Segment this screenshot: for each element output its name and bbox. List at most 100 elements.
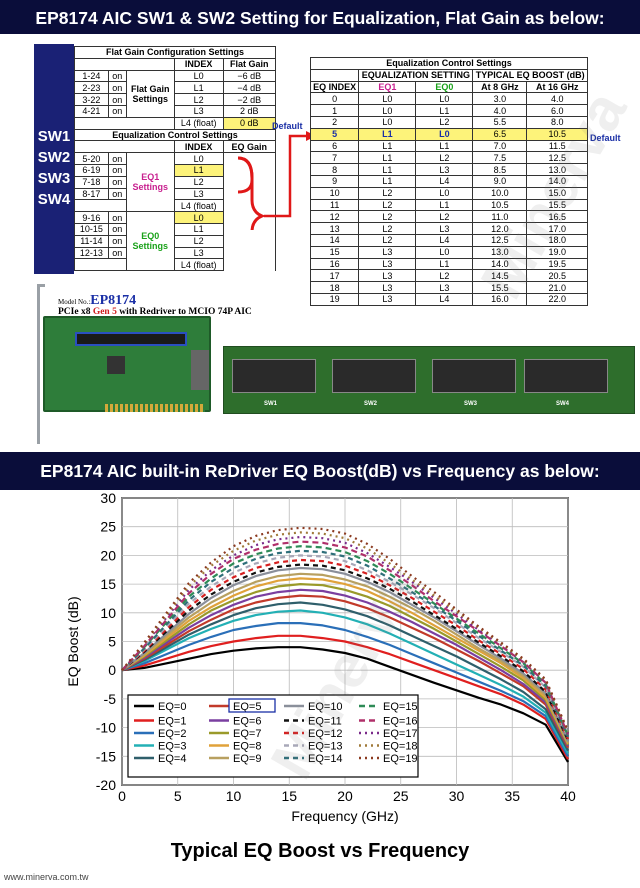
eq-table-cell: 6.5 xyxy=(472,127,528,141)
eq-table-cell: 10 xyxy=(309,186,360,200)
eq-table-cell: L2 xyxy=(358,198,417,212)
col-index: INDEX xyxy=(173,140,224,154)
switch-label-box: SW1 SW2 SW3 SW4 xyxy=(34,44,74,274)
pins-cell: 10-15 xyxy=(74,222,109,236)
eq-table-cell: 21.0 xyxy=(526,281,588,294)
chart-banner: EP8174 AIC built-in ReDriver EQ Boost(dB… xyxy=(0,452,640,490)
y-tick-label: 10 xyxy=(100,605,116,621)
eq-table-cell: 22.0 xyxy=(526,292,588,306)
eq-table-row: 5 L1 L0 6.5 10.5 xyxy=(309,127,588,141)
pins-cell: 8-17 xyxy=(74,187,109,201)
eq-table-cell: 7.5 xyxy=(472,151,528,165)
sw-label: SW1 xyxy=(264,401,278,407)
eq-table-cell: L3 xyxy=(415,281,474,294)
index-cell-selected: L1 xyxy=(173,163,224,177)
x-tick-label: 15 xyxy=(281,788,297,804)
y-axis-label: EQ Boost (dB) xyxy=(65,596,81,686)
legend-label: EQ=9 xyxy=(233,753,261,765)
eq-table-cell: 13.0 xyxy=(472,245,528,259)
legend-label: EQ=17 xyxy=(383,728,418,740)
pins-cell: 7-18 xyxy=(74,175,109,189)
brace-arrow-graphic xyxy=(237,131,316,230)
desc-part: with Redriver to MCIO 74P AIC xyxy=(116,307,252,317)
y-tick-label: -15 xyxy=(96,748,116,764)
eq-table-cell: 3.0 xyxy=(472,92,528,106)
eq-table-cell: L1 xyxy=(358,163,417,176)
pcie-bracket xyxy=(37,284,45,444)
eq-table-cell: 19.5 xyxy=(526,257,588,271)
eq-table-cell: 12.5 xyxy=(472,233,528,247)
y-tick-label: 0 xyxy=(108,662,116,678)
eq-table-row: 10 L2 L0 10.0 15.0 xyxy=(309,186,588,200)
col-index: INDEX xyxy=(173,57,224,71)
series-line xyxy=(121,577,569,745)
dip-switch-block xyxy=(432,359,516,393)
series-line xyxy=(121,535,570,734)
eq-table-cell: 9.0 xyxy=(472,174,528,188)
eq-table-cell: 12.0 xyxy=(472,222,528,235)
switch-label: SW1 xyxy=(37,128,71,145)
legend-label: EQ=18 xyxy=(383,741,418,753)
eq-table-cell: 16.0 xyxy=(472,292,528,306)
col-16ghz: At 16 GHz xyxy=(526,80,588,94)
eq-setting-header: EQUALIZATION SETTING xyxy=(358,68,474,82)
eq-table-cell: 19 xyxy=(309,292,360,306)
gain-cell: 2 dB xyxy=(222,104,277,118)
board-photo xyxy=(43,316,211,412)
eq-table-cell: L1 xyxy=(415,257,474,271)
legend-label: EQ=14 xyxy=(308,753,343,765)
index-cell: L3 xyxy=(173,104,224,118)
state-cell: on xyxy=(107,152,127,165)
eq-table-cell: 17 xyxy=(309,269,360,283)
series-line xyxy=(121,601,569,752)
eq-table-cell: 2 xyxy=(309,115,360,129)
x-tick-label: 5 xyxy=(174,788,182,804)
eq-table-cell: L0 xyxy=(415,127,474,141)
legend-label: EQ=10 xyxy=(308,701,343,713)
switch-label: SW2 xyxy=(37,149,71,166)
product-description: PCIe x8 Gen 5 with Redriver to MCIO 74P … xyxy=(58,307,252,317)
col-eq0: EQ0 xyxy=(415,80,474,94)
pins-cell: 3-22 xyxy=(74,93,109,106)
index-cell-selected: L0 xyxy=(173,211,224,224)
eq-table-cell: 10.0 xyxy=(472,186,528,200)
index-cell: L0 xyxy=(173,152,224,165)
pins-cell: 2-23 xyxy=(74,81,109,95)
eq-table-row: 15 L3 L0 13.0 19.0 xyxy=(309,245,588,259)
eq-table-cell: L2 xyxy=(358,233,417,247)
eq-table-cell: 4.0 xyxy=(526,92,588,106)
eq-table-cell: L0 xyxy=(358,92,417,106)
series-line xyxy=(121,646,569,763)
pins-cell: 5-20 xyxy=(74,152,109,165)
legend-label: EQ=8 xyxy=(233,741,261,753)
legend-label: EQ=19 xyxy=(383,753,418,765)
eq-table-cell: 10.5 xyxy=(526,127,588,141)
legend-label: EQ=5 xyxy=(233,701,261,713)
pins-cell: 6-19 xyxy=(74,163,109,177)
y-tick-label: -20 xyxy=(96,777,116,793)
state-cell: on xyxy=(107,246,127,260)
eq-table-cell: L3 xyxy=(358,269,417,283)
legend-label: EQ=12 xyxy=(308,728,343,740)
y-tick-label: 15 xyxy=(100,576,116,592)
eq-table-cell: L3 xyxy=(358,281,417,294)
series-line xyxy=(121,582,569,746)
eq-table-cell: L4 xyxy=(415,174,474,188)
eq-table-cell: L4 xyxy=(415,292,474,306)
eq-table-row: 13 L2 L3 12.0 17.0 xyxy=(309,222,588,235)
eq-table-cell: L2 xyxy=(415,151,474,165)
eq-table-cell: 14.0 xyxy=(526,174,588,188)
footer-url: www.minerva.com.tw xyxy=(4,872,89,882)
state-cell: on xyxy=(107,222,127,236)
legend-label: EQ=6 xyxy=(233,716,261,728)
state-cell: on xyxy=(107,69,127,83)
eq-table-row: 6 L1 L1 7.0 11.5 xyxy=(309,139,588,153)
eq-table-cell: 1 xyxy=(309,104,360,117)
eq-table-cell: L1 xyxy=(358,151,417,165)
state-cell: on xyxy=(107,211,127,224)
eq-table-cell: L3 xyxy=(415,163,474,176)
eq-table-cell: L4 xyxy=(415,233,474,247)
series-line xyxy=(121,563,569,741)
pins-cell: 11-14 xyxy=(74,234,109,248)
eq-boost-chart: 0 5 10 15 20 25 30 35 40 -20 -15 -10 -5 0 5 10 15 20 25 30 F… xyxy=(65,490,576,824)
